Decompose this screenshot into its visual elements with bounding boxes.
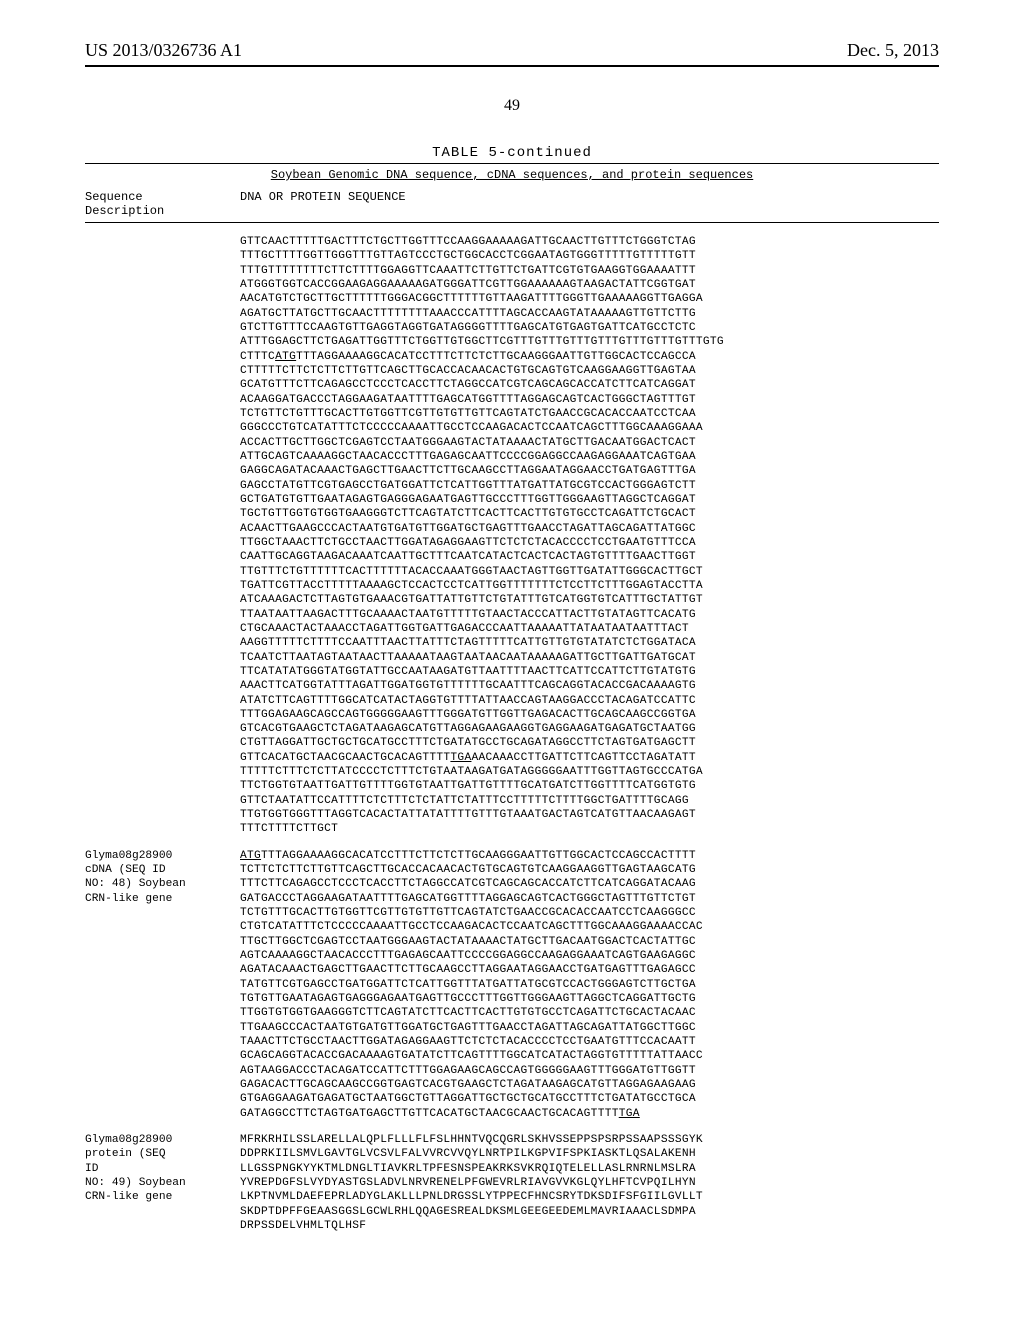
col-header-description: Sequence Description xyxy=(85,190,240,218)
pub-number: US 2013/0326736 A1 xyxy=(85,40,242,61)
sequence-body: ATGTTTAGGAAAAGGCACATCCTTTCTTCTCTTGCAAGGG… xyxy=(240,849,703,1121)
table-title: TABLE 5-continued xyxy=(85,145,939,161)
sequence-row: Glyma08g28900 cDNA (SEQ ID NO: 48) Soybe… xyxy=(85,849,939,1121)
sequence-row: Glyma08g28900 protein (SEQ ID NO: 49) So… xyxy=(85,1133,939,1233)
sequence-label: Glyma08g28900 cDNA (SEQ ID NO: 48) Soybe… xyxy=(85,849,240,906)
sequence-label: Glyma08g28900 protein (SEQ ID NO: 49) So… xyxy=(85,1133,240,1205)
page-number: 49 xyxy=(85,97,939,115)
sequence-body: MFRKRHILSSLARELLALQPLFLLLFLFSLHHNTVQCQGR… xyxy=(240,1133,703,1233)
sequence-row: GTTCAACTTTTTGACTTTCTGCTTGGTTTCCAAGGAAAAA… xyxy=(85,235,939,837)
table-subtitle: Soybean Genomic DNA sequence, cDNA seque… xyxy=(85,164,939,186)
col-header-sequence: DNA OR PROTEIN SEQUENCE xyxy=(240,190,406,218)
header-rule xyxy=(85,65,939,67)
table-header-rule xyxy=(85,222,939,223)
sequence-body: GTTCAACTTTTTGACTTTCTGCTTGGTTTCCAAGGAAAAA… xyxy=(240,235,724,837)
pub-date: Dec. 5, 2013 xyxy=(847,40,939,61)
